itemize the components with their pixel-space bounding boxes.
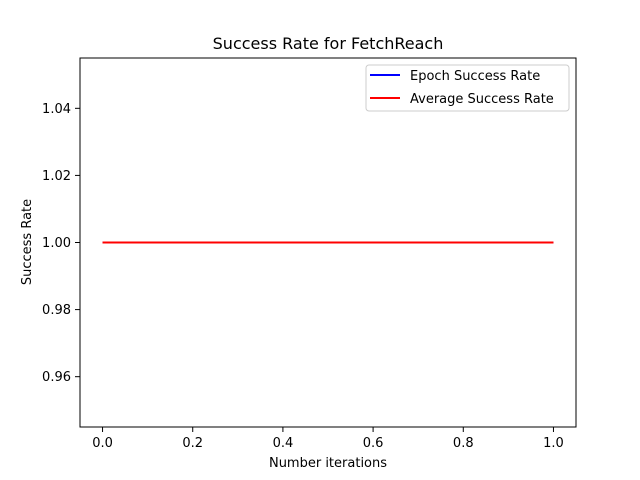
- chart-title: Success Rate for FetchReach: [213, 34, 444, 53]
- y-axis-ticks: 0.96 0.98 1.00 1.02 1.04: [42, 102, 80, 385]
- y-tick-label: 1.04: [42, 102, 71, 117]
- legend: Epoch Success Rate Average Success Rate: [365, 64, 570, 112]
- x-tick-label: 0.4: [273, 436, 294, 451]
- x-tick-label: 0.6: [363, 436, 384, 451]
- y-tick-label: 0.98: [42, 303, 71, 318]
- x-tick-label: 0.8: [453, 436, 474, 451]
- y-tick-label: 1.00: [42, 236, 71, 251]
- y-tick-label: 1.02: [42, 169, 71, 184]
- x-tick-label: 1.0: [543, 436, 564, 451]
- x-axis-ticks: 0.0 0.2 0.4 0.6 0.8 1.0: [92, 427, 564, 451]
- legend-label-average-success-rate: Average Success Rate: [410, 92, 554, 107]
- x-axis-label: Number iterations: [269, 456, 387, 471]
- legend-label-epoch-success-rate: Epoch Success Rate: [410, 69, 540, 84]
- x-tick-label: 0.2: [182, 436, 203, 451]
- legend-box: [365, 64, 570, 112]
- y-tick-label: 0.96: [42, 370, 71, 385]
- x-tick-label: 0.0: [92, 436, 113, 451]
- y-axis-label: Success Rate: [20, 199, 35, 285]
